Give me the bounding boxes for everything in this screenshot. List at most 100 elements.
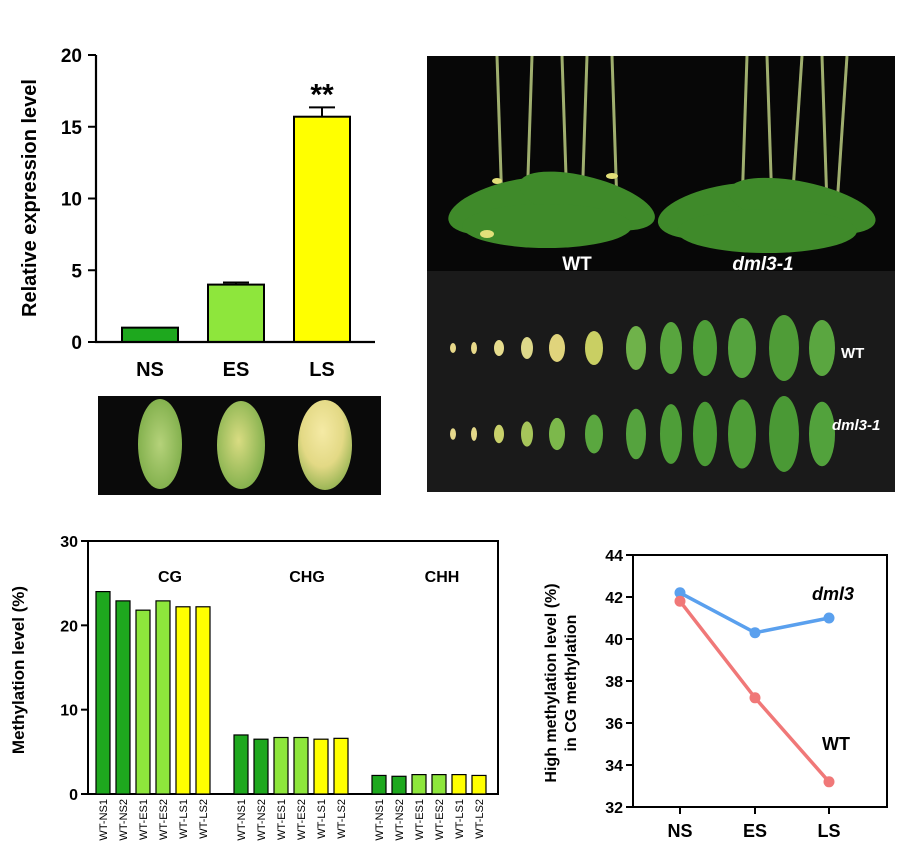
- leaf-sample: [728, 399, 756, 469]
- leaf-sample: [626, 326, 646, 370]
- line-x-tick-label: LS: [817, 821, 840, 841]
- expression-x-tick-label: ES: [223, 359, 250, 381]
- sample-tick-label: WT-NS2: [118, 799, 130, 841]
- leaf-sample: [471, 427, 477, 441]
- leaf-sample: [693, 401, 717, 467]
- methylation-y-tick-label: 10: [60, 703, 78, 720]
- expression-x-tick-label: LS: [309, 359, 335, 381]
- methylation-bar: [313, 738, 329, 795]
- plant-label-dml3: dml3-1: [732, 254, 793, 275]
- leaf-es: [217, 401, 265, 489]
- leaf-row-label-dml3: dml3-1: [832, 417, 880, 434]
- sample-tick-label: WT-NS2: [394, 799, 406, 841]
- methylation-bar: [431, 774, 447, 795]
- expression-bar-ls: [293, 115, 351, 343]
- methylation-bar: [333, 737, 349, 795]
- sample-tick-label: WT-ES2: [296, 799, 308, 840]
- line-y-tick-label: 36: [605, 716, 623, 733]
- series-point-wt: [823, 776, 835, 788]
- leaf-sample: [521, 421, 533, 447]
- series-label-wt: WT: [822, 734, 850, 754]
- expression-x-tick-label: NS: [136, 359, 164, 381]
- sample-tick-label: WT-ES1: [138, 799, 150, 840]
- sample-tick-label: WT-LS2: [474, 799, 486, 839]
- series-point-dml3: [823, 612, 835, 624]
- expression-bar-ns: [121, 326, 179, 343]
- leaf-sample: [549, 334, 565, 362]
- leaf-ns: [138, 399, 182, 489]
- leaf-sample: [809, 320, 835, 376]
- leaf-sample: [494, 424, 504, 444]
- sample-tick-label: WT-NS2: [256, 799, 268, 841]
- cg-methylation-line-chart: High methylation level (%) in CG methyla…: [543, 548, 888, 841]
- line-x-tick-label: NS: [667, 821, 692, 841]
- methylation-y-axis-label: Methylation level (%): [9, 586, 28, 754]
- methylation-bar: [371, 774, 387, 795]
- sample-tick-label: WT-NS1: [98, 799, 110, 841]
- leaf-sample: [585, 414, 603, 454]
- series-point-wt: [749, 692, 761, 704]
- expression-y-tick-label: 10: [61, 190, 82, 211]
- leaf-sample: [494, 340, 504, 356]
- expression-bar-chart: Relative expression level 0 5 10 15 20 NS ES L…: [19, 46, 375, 381]
- sample-tick-label: WT-LS2: [198, 799, 210, 839]
- sample-tick-label: WT-LS1: [178, 799, 190, 839]
- leaf-sample: [769, 315, 799, 381]
- line-y-tick-label: 42: [605, 590, 623, 607]
- line-y-tick-label: 38: [605, 674, 623, 691]
- leaf-sample: [471, 342, 477, 354]
- sample-tick-label: WT-ES1: [414, 799, 426, 840]
- leaf-sample: [769, 396, 799, 472]
- methylation-bar: [411, 774, 427, 795]
- line-x-tick-label: ES: [743, 821, 767, 841]
- expression-y-tick-label: 20: [61, 46, 82, 67]
- sample-tick-label: WT-ES1: [276, 799, 288, 840]
- series-line-dml3: [679, 591, 830, 635]
- leaf-sample: [809, 401, 835, 467]
- line-y-tick-label: 34: [605, 758, 623, 775]
- line-y-axis-label-line1: High methylation level (%): [543, 583, 560, 782]
- context-label-chg: CHG: [289, 569, 325, 586]
- series-label-dml3: dml3: [812, 584, 854, 604]
- context-label-chh: CHH: [425, 569, 460, 586]
- leaf-ls: [298, 400, 352, 490]
- methylation-bar: [175, 606, 191, 795]
- senescence-leaf-photo: [98, 396, 381, 495]
- line-y-tick-label: 44: [605, 548, 623, 565]
- line-y-tick-label: 40: [605, 632, 623, 649]
- leaf-sample: [660, 404, 682, 464]
- expression-bar-es: [207, 283, 265, 344]
- methylation-bar-chart: Methylation level (%) 0 10 20 30 CG WT-NS1 WT…: [9, 534, 499, 841]
- leaf-sample: [660, 322, 682, 374]
- methylation-bar: [451, 774, 467, 795]
- methylation-y-tick-label: 0: [69, 787, 78, 804]
- sample-tick-label: WT-LS1: [316, 799, 328, 839]
- methylation-bar: [155, 600, 171, 795]
- methylation-bar: [471, 774, 487, 795]
- methylation-y-tick-label: 20: [60, 618, 78, 635]
- sample-tick-label: WT-LS2: [336, 799, 348, 839]
- line-y-axis-label-line2: in CG methylation: [563, 615, 580, 752]
- significance-annotation: **: [310, 78, 334, 111]
- methylation-bar: [233, 734, 249, 795]
- leaf-sample: [626, 408, 646, 460]
- methylation-y-tick-label: 30: [60, 534, 78, 551]
- sample-tick-label: WT-ES2: [158, 799, 170, 840]
- sample-tick-label: WT-ES2: [434, 799, 446, 840]
- methylation-bar: [253, 738, 269, 795]
- series-point-dml3: [674, 587, 686, 599]
- expression-y-tick-label: 0: [71, 333, 82, 354]
- methylation-plot-frame: [87, 540, 499, 795]
- methylation-bar: [293, 736, 309, 795]
- methylation-bar: [115, 600, 131, 795]
- methylation-bar: [391, 775, 407, 795]
- line-y-tick-label: 32: [605, 800, 623, 817]
- plant-phenotype-photo: WT dml3-1 WT dml3-1: [427, 56, 895, 492]
- leaf-sample: [521, 337, 533, 359]
- leaf-row-label-wt: WT: [841, 345, 864, 362]
- sample-tick-label: WT-NS1: [374, 799, 386, 841]
- leaf-sample: [693, 320, 717, 376]
- series-point-wt: [674, 595, 686, 607]
- methylation-bar: [135, 609, 151, 795]
- methylation-bar: [195, 606, 211, 795]
